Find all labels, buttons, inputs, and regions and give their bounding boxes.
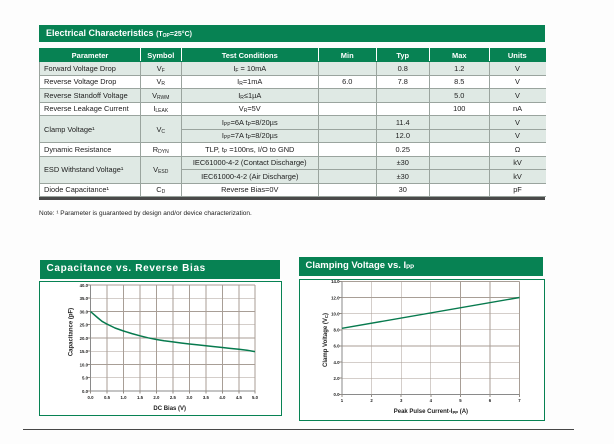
svg-text:20.0: 20.0 (80, 336, 89, 341)
svg-text:5: 5 (459, 398, 462, 403)
svg-text:6: 6 (489, 398, 492, 403)
svg-text:0.0: 0.0 (334, 392, 341, 397)
svg-text:Capacitance (pF): Capacitance (pF) (69, 308, 75, 356)
svg-text:1: 1 (341, 398, 344, 403)
svg-text:35.0: 35.0 (80, 296, 89, 301)
svg-text:5.0: 5.0 (252, 395, 259, 400)
svg-text:2.0: 2.0 (153, 395, 160, 400)
svg-text:10.0: 10.0 (80, 362, 89, 367)
svg-text:3: 3 (400, 398, 403, 403)
svg-text:2.5: 2.5 (170, 395, 177, 400)
svg-text:2: 2 (370, 398, 373, 403)
svg-text:8.0: 8.0 (334, 328, 341, 333)
svg-text:3.5: 3.5 (203, 395, 210, 400)
svg-text:14.0: 14.0 (331, 279, 340, 284)
svg-text:0.5: 0.5 (104, 395, 111, 400)
svg-text:4.0: 4.0 (334, 360, 341, 365)
svg-text:Clamp Voltage (VC): Clamp Voltage (VC) (323, 313, 329, 367)
svg-text:7: 7 (518, 398, 521, 403)
svg-text:1.5: 1.5 (137, 395, 144, 400)
svg-text:0.0: 0.0 (82, 389, 89, 394)
svg-text:30.0: 30.0 (80, 309, 89, 314)
svg-text:3.0: 3.0 (186, 395, 193, 400)
svg-text:5.0: 5.0 (82, 376, 89, 381)
svg-text:Peak Pulse Current-IPP (A): Peak Pulse Current-IPP (A) (394, 409, 468, 415)
svg-text:40.0: 40.0 (80, 283, 89, 288)
svg-text:4.5: 4.5 (236, 395, 243, 400)
svg-text:25.0: 25.0 (80, 323, 89, 328)
svg-text:15.0: 15.0 (80, 349, 89, 354)
svg-text:DC Bias (V): DC Bias (V) (153, 406, 186, 412)
svg-text:1.0: 1.0 (121, 395, 128, 400)
svg-text:6.0: 6.0 (334, 344, 341, 349)
svg-text:0.0: 0.0 (88, 395, 95, 400)
svg-text:12.0: 12.0 (331, 295, 340, 300)
svg-text:2.0: 2.0 (334, 376, 341, 381)
svg-text:4.0: 4.0 (219, 395, 226, 400)
svg-text:4: 4 (430, 398, 433, 403)
svg-text:10.0: 10.0 (331, 312, 340, 317)
